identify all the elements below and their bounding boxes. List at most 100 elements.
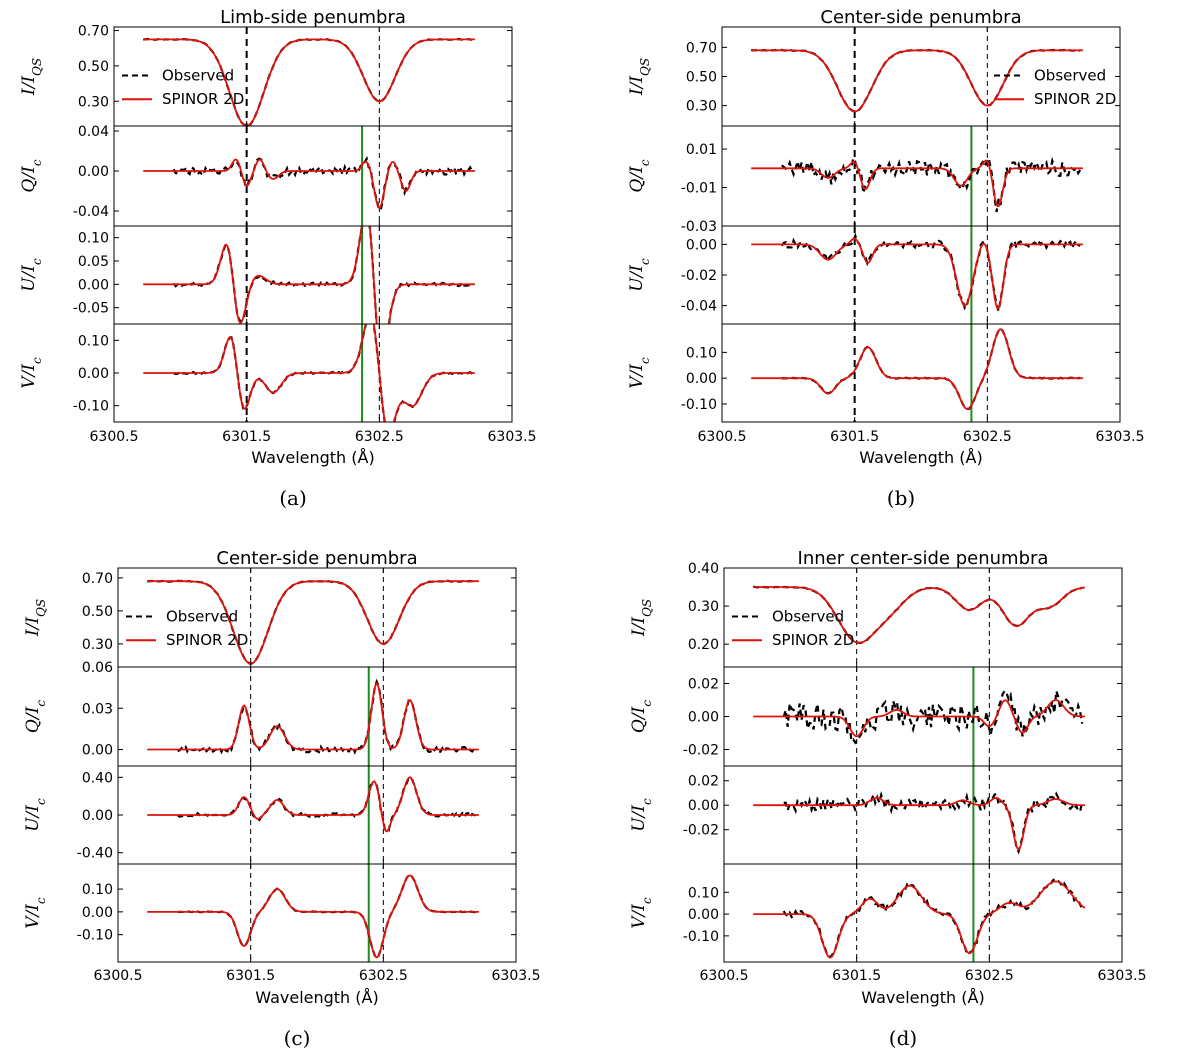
model-line [753,586,1086,644]
subplot-frame [721,323,1121,423]
y-axis-label: I/IQS [23,599,48,637]
y-tick-label: 0.20 [688,637,719,653]
legend: Observed SPINOR 2D [994,66,1116,108]
x-tick-label: 6300.5 [698,429,747,445]
model-line [753,880,1086,959]
legend-model-label: SPINOR 2D [1034,90,1116,108]
subplot-u-ic: -0.04 -0.02 0.00 U/Ic [627,225,1121,325]
subplot-i-iqs: 0.20 0.30 0.40 I/IQS Observed SPINOR 2D [629,561,1123,668]
subplot-q-ic: -0.03 -0.01 0.01 Q/Ic [627,125,1121,235]
x-tick-label: 6300.5 [700,968,749,984]
observed-line [177,776,477,833]
legend-observed-label: Observed [166,607,238,625]
y-tick-label: 0.00 [688,798,719,814]
model-line [143,158,475,210]
observed-line [781,154,1082,213]
x-axis-label: Wavelength (Å) [859,448,982,467]
y-tick-label: -0.05 [73,301,109,317]
subplot-u-ic: -0.05 0.00 0.05 0.10 U/Ic [19,225,513,325]
figure-panel-c: Center-side penumbra 0.30 0.50 0.70 I/IQS Obs… [23,548,541,1050]
model-line [147,776,479,833]
y-axis-label: U/Ic [629,798,654,832]
model-line [751,328,1083,410]
observed-line [780,232,1081,316]
legend-observed-label: Observed [162,66,234,84]
figure-panel-d: Inner center-side penumbra 0.20 0.30 0.40 I/… [629,548,1147,1050]
y-axis-label: V/Ic [19,357,44,389]
y-tick-label: 0.06 [82,660,113,676]
x-tick-label: 6300.5 [90,429,139,445]
model-line [143,324,475,422]
chart-title: Limb-side penumbra [220,7,406,28]
y-axis-label: V/Ic [629,897,654,929]
y-tick-label: -0.04 [73,204,109,220]
observed-line [172,155,474,212]
y-tick-label: 0.30 [82,637,113,653]
y-tick-label: -0.10 [683,929,719,945]
y-tick-label: -0.10 [681,397,717,413]
x-tick-label: 6302.5 [963,429,1012,445]
figure-panel-a: Limb-side penumbra 0.30 0.50 0.70 I/IQS Obser… [19,7,537,510]
y-tick-label: 0.00 [82,905,113,921]
subplot-i-iqs: 0.30 0.50 0.70 I/IQS Observed SPINOR 2D [627,26,1121,127]
subplot-v-ic: -0.10 0.00 0.10 V/Ic [627,323,1121,423]
subplot-frame [113,125,513,227]
subplot-q-ic: -0.02 0.00 0.02 Q/Ic [629,666,1123,767]
y-tick-label: 0.00 [688,710,719,726]
y-tick-label: 0.40 [688,561,719,577]
y-tick-label: 0.10 [688,885,719,901]
subplot-i-iqs: 0.30 0.50 0.70 I/IQS Observed SPINOR 2D [19,24,513,127]
model-line [143,226,475,324]
y-tick-label: -0.02 [683,823,719,839]
y-tick-label: 0.30 [78,94,109,110]
y-tick-label: 0.10 [82,882,113,898]
y-axis-label: U/Ic [23,798,48,832]
y-tick-label: 0.30 [688,599,719,615]
legend-observed-label: Observed [1034,66,1106,84]
y-tick-label: 0.40 [82,770,113,786]
y-tick-label: -0.10 [73,399,109,415]
panel-caption: (b) [887,486,915,510]
observed-line [751,48,1081,113]
subplot-i-iqs: 0.30 0.50 0.70 I/IQS Observed SPINOR 2D [23,567,517,668]
model-line [147,580,479,665]
y-tick-label: -0.04 [681,299,717,315]
y-tick-label: 0.50 [82,604,113,620]
x-tick-label: 6303.5 [1096,429,1145,445]
legend-observed-label: Observed [772,607,844,625]
y-tick-label: 0.01 [686,142,717,158]
observed-line [177,874,477,960]
legend-model-label: SPINOR 2D [162,90,244,108]
model-line [751,237,1083,310]
y-tick-label: -0.01 [681,181,717,197]
panel-caption: (d) [889,1026,917,1050]
legend: Observed SPINOR 2D [732,607,854,649]
subplot-frame [723,863,1123,963]
x-tick-label: 6303.5 [488,429,537,445]
panel-caption: (a) [279,486,307,510]
y-tick-label: 0.03 [82,701,113,717]
y-axis-label: Q/Ic [19,159,44,192]
chart-title: Inner center-side penumbra [798,548,1049,569]
observed-line [783,791,1084,855]
observed-line [782,877,1084,958]
subplot-frame [117,863,517,963]
y-tick-label: 0.10 [686,345,717,361]
observed-line [177,678,478,756]
model-line [753,699,1085,738]
y-tick-label: 0.02 [688,774,719,790]
x-axis-label: Wavelength (Å) [255,988,378,1007]
y-tick-label: 0.00 [78,164,109,180]
model-line [753,796,1085,851]
subplot-frame [723,765,1123,865]
y-tick-label: 0.00 [686,371,717,387]
x-axis-label: Wavelength (Å) [251,448,374,467]
subplot-q-ic: 0.00 0.03 0.06 Q/Ic [23,660,517,767]
y-axis-label: U/Ic [627,258,652,292]
observed-line [781,327,1081,411]
y-axis-label: I/IQS [629,599,654,637]
y-tick-label: 0.70 [686,40,717,56]
y-tick-label: 0.30 [686,99,717,115]
model-line [751,159,1083,208]
